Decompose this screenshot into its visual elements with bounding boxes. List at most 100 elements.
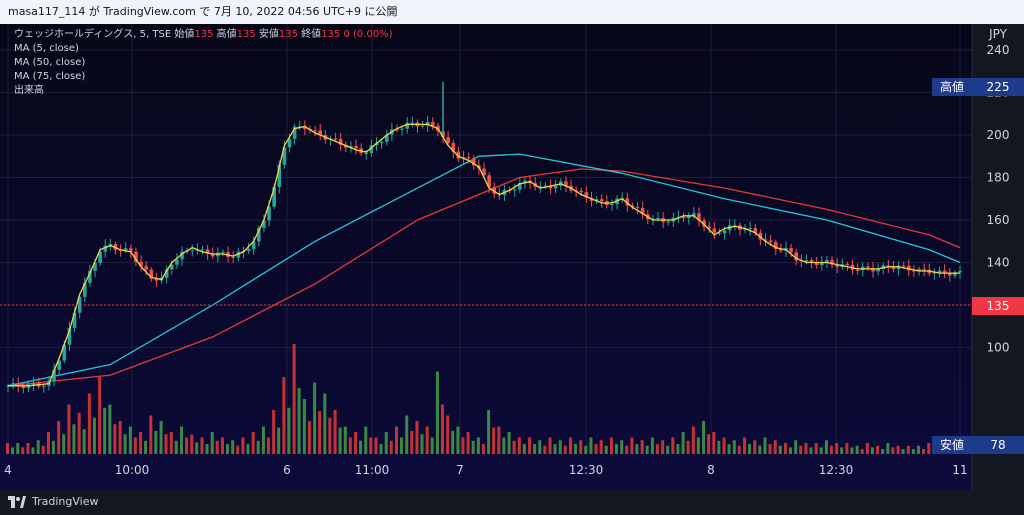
volume-bar [512, 440, 516, 454]
volume-bar [691, 426, 695, 454]
y-tick-label: 160 [987, 213, 1010, 227]
legend-close: 終値135 [301, 29, 341, 40]
candle-body [656, 218, 660, 220]
volume-bar [727, 444, 731, 454]
chart-area[interactable]: 100120140160180200220240 410:00611:00712… [0, 24, 1024, 490]
volume-bar [712, 432, 716, 454]
ma75-path [7, 168, 961, 387]
volume-bar [399, 437, 403, 454]
legend-ma75[interactable]: MA (75, close) [14, 71, 86, 82]
candle-body [400, 128, 404, 130]
chart-svg[interactable]: 100120140160180200220240 410:00611:00712… [0, 24, 1024, 490]
chart-legend: ウェッジホールディングス, 5, TSE 始値135 高値135 安値135 終… [14, 28, 393, 98]
candle-body [42, 385, 46, 387]
low-value: 78 [990, 438, 1005, 452]
candle-body [794, 252, 799, 261]
volume-bar [236, 445, 240, 454]
price-axis[interactable] [972, 24, 1024, 490]
volume-bar [461, 437, 465, 454]
y-tick-label: 240 [987, 43, 1010, 57]
volume-bar [451, 430, 455, 454]
volume-bar [282, 377, 286, 454]
ma75-line [7, 168, 961, 387]
volume-bar [543, 445, 547, 454]
candle-body [93, 262, 97, 271]
candle-body [651, 218, 655, 220]
legend-low: 安値135 [258, 29, 298, 40]
volume-bar [635, 444, 639, 454]
candle-body [88, 270, 92, 283]
candle-body [758, 232, 763, 240]
volume-bar [343, 426, 347, 454]
volume-bar [57, 421, 61, 454]
volume-bar [569, 437, 573, 454]
legend-volume[interactable]: 出来高 [14, 85, 44, 96]
volume-bar [768, 444, 772, 454]
volume-bar [113, 424, 117, 454]
candle-body [594, 199, 599, 201]
volume-bar [655, 444, 659, 454]
candle-body [891, 267, 896, 270]
low-label: 安値 [940, 437, 964, 452]
x-tick-label: 12:30 [569, 463, 604, 477]
volume-bar [72, 424, 76, 454]
candle-body [200, 249, 205, 251]
legend-change: 0 (0.00%) [343, 29, 393, 40]
volume-bar [51, 440, 55, 454]
low-badge [932, 436, 972, 454]
volume-bar [277, 427, 281, 454]
volume-bar [420, 434, 424, 454]
volume-bar [36, 440, 40, 454]
volume-bar [553, 444, 557, 454]
volume-bar [62, 434, 66, 454]
legend-ma5[interactable]: MA (5, close) [14, 43, 79, 54]
candle-body [287, 138, 292, 148]
candle-body [881, 265, 886, 269]
candle-body [175, 259, 179, 265]
candle-body [149, 269, 154, 279]
volume-bar [819, 447, 823, 454]
x-ticks: 4 10:00 6 11:00 7 12:30 8 12:30 11 [4, 463, 967, 477]
x-tick-label: 11 [952, 463, 967, 477]
volume-bar [497, 426, 501, 454]
volume-bar [246, 444, 250, 454]
high-badge [932, 78, 972, 96]
volume-bar [287, 407, 291, 454]
candle-body [246, 249, 251, 252]
volume-bar [758, 445, 762, 454]
volume-bar [696, 437, 700, 454]
candle-body [487, 175, 491, 188]
candle-body [292, 126, 297, 139]
footer-bar: TradingView [0, 490, 1024, 515]
candle-body [16, 383, 21, 387]
candle-body [405, 122, 410, 129]
volume-bar [763, 437, 767, 454]
candle-body [901, 265, 906, 267]
x-tick-label: 11:00 [355, 463, 390, 477]
volume-bar [292, 344, 296, 454]
volume-bar [620, 440, 624, 454]
volume-bar [840, 447, 844, 454]
candle-body [190, 250, 195, 252]
candle-body [707, 226, 711, 229]
volume-bar [814, 443, 818, 454]
volume-bar [911, 449, 915, 454]
candle-body [77, 296, 82, 313]
candle-body [379, 141, 384, 144]
volume-bar [507, 432, 511, 454]
volume-bar [154, 430, 158, 454]
volume-bar [788, 447, 792, 454]
candle-body [482, 168, 486, 176]
volume-bar [333, 410, 337, 454]
volume-bar [579, 440, 583, 454]
volume-bar [128, 426, 132, 454]
tradingview-logo[interactable]: TradingView [8, 495, 98, 508]
legend-ma50[interactable]: MA (50, close) [14, 57, 86, 68]
candle-body [686, 215, 691, 219]
candle-body [876, 268, 880, 272]
candle-body [154, 278, 159, 281]
volume-bar [123, 434, 127, 454]
header-title: masa117_114 が TradingView.com で 7月 10, 2… [8, 5, 398, 18]
candle-body [11, 383, 15, 386]
candle-body [62, 344, 67, 361]
